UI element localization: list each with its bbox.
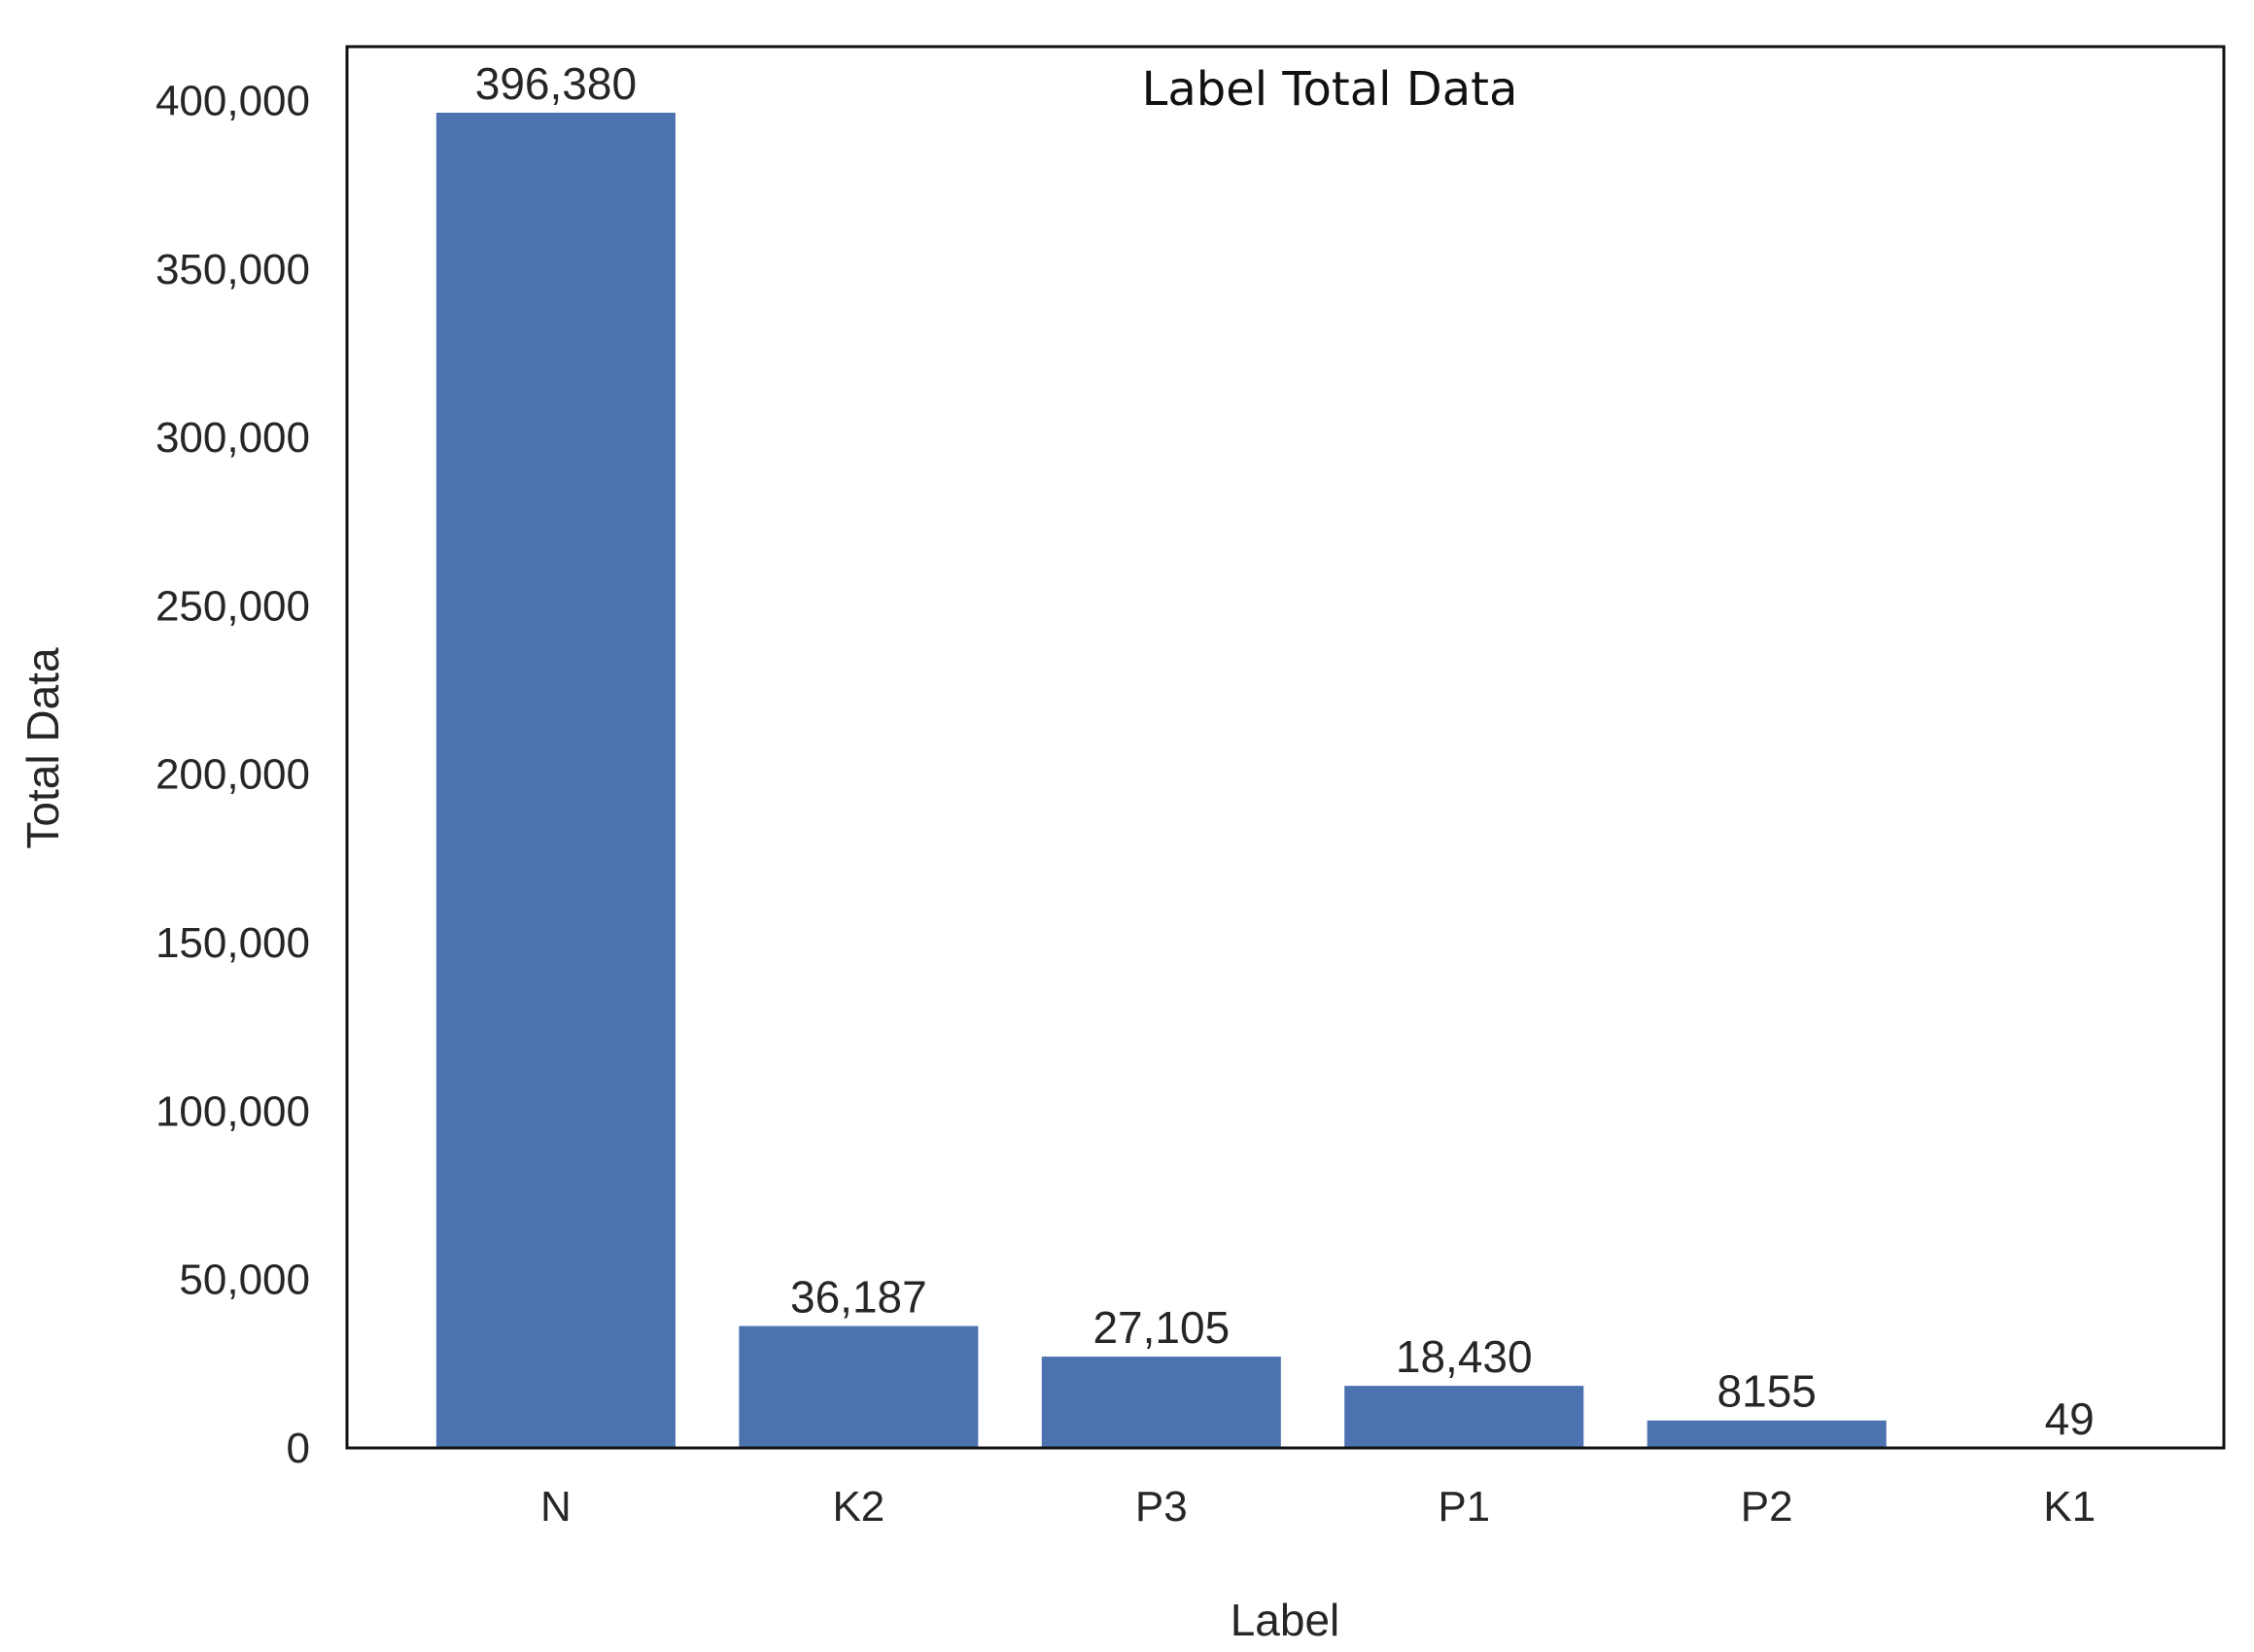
y-tick-label: 150,000 bbox=[156, 919, 310, 967]
value-label-k2: 36,187 bbox=[790, 1272, 927, 1323]
bar-p1 bbox=[1344, 1386, 1584, 1448]
value-label-p1: 18,430 bbox=[1396, 1331, 1533, 1382]
value-labels-group: 396,380 36,187 27,105 18,430 8155 49 bbox=[475, 58, 2095, 1444]
value-label-k1: 49 bbox=[2045, 1394, 2095, 1444]
chart-title: Label Total Data bbox=[1142, 62, 1518, 117]
x-axis-ticks: N K2 P3 P1 P2 K1 bbox=[540, 1483, 2096, 1531]
y-tick-label: 0 bbox=[287, 1425, 310, 1472]
x-tick-label-p1: P1 bbox=[1438, 1483, 1490, 1531]
bar-k2 bbox=[739, 1325, 979, 1448]
x-tick-label-k2: K2 bbox=[832, 1483, 884, 1531]
y-tick-label: 250,000 bbox=[156, 582, 310, 630]
y-axis-label: Total Data bbox=[17, 647, 68, 849]
y-tick-label: 400,000 bbox=[156, 77, 310, 124]
bar-p2 bbox=[1647, 1420, 1887, 1448]
plot-frame bbox=[345, 45, 2226, 1450]
value-label-p2: 8155 bbox=[1717, 1366, 1817, 1417]
value-label-p3: 27,105 bbox=[1092, 1302, 1230, 1353]
x-tick-label-k1: K1 bbox=[2043, 1483, 2096, 1531]
x-tick-label-p3: P3 bbox=[1135, 1483, 1188, 1531]
bars-group bbox=[435, 113, 2190, 1448]
value-label-n: 396,380 bbox=[475, 58, 637, 109]
bar-n bbox=[435, 113, 676, 1448]
bar-p3 bbox=[1041, 1357, 1281, 1448]
y-axis-ticks: 0 50,000 100,000 150,000 200,000 250,000 300,0… bbox=[156, 77, 310, 1472]
x-axis-label: Label bbox=[1231, 1595, 1340, 1645]
y-tick-label: 50,000 bbox=[179, 1256, 310, 1304]
y-tick-label: 100,000 bbox=[156, 1087, 310, 1135]
y-tick-label: 200,000 bbox=[156, 751, 310, 799]
y-tick-label: 350,000 bbox=[156, 246, 310, 293]
x-tick-label-n: N bbox=[540, 1483, 572, 1531]
x-tick-label-p2: P2 bbox=[1741, 1483, 1793, 1531]
y-tick-label: 300,000 bbox=[156, 414, 310, 462]
